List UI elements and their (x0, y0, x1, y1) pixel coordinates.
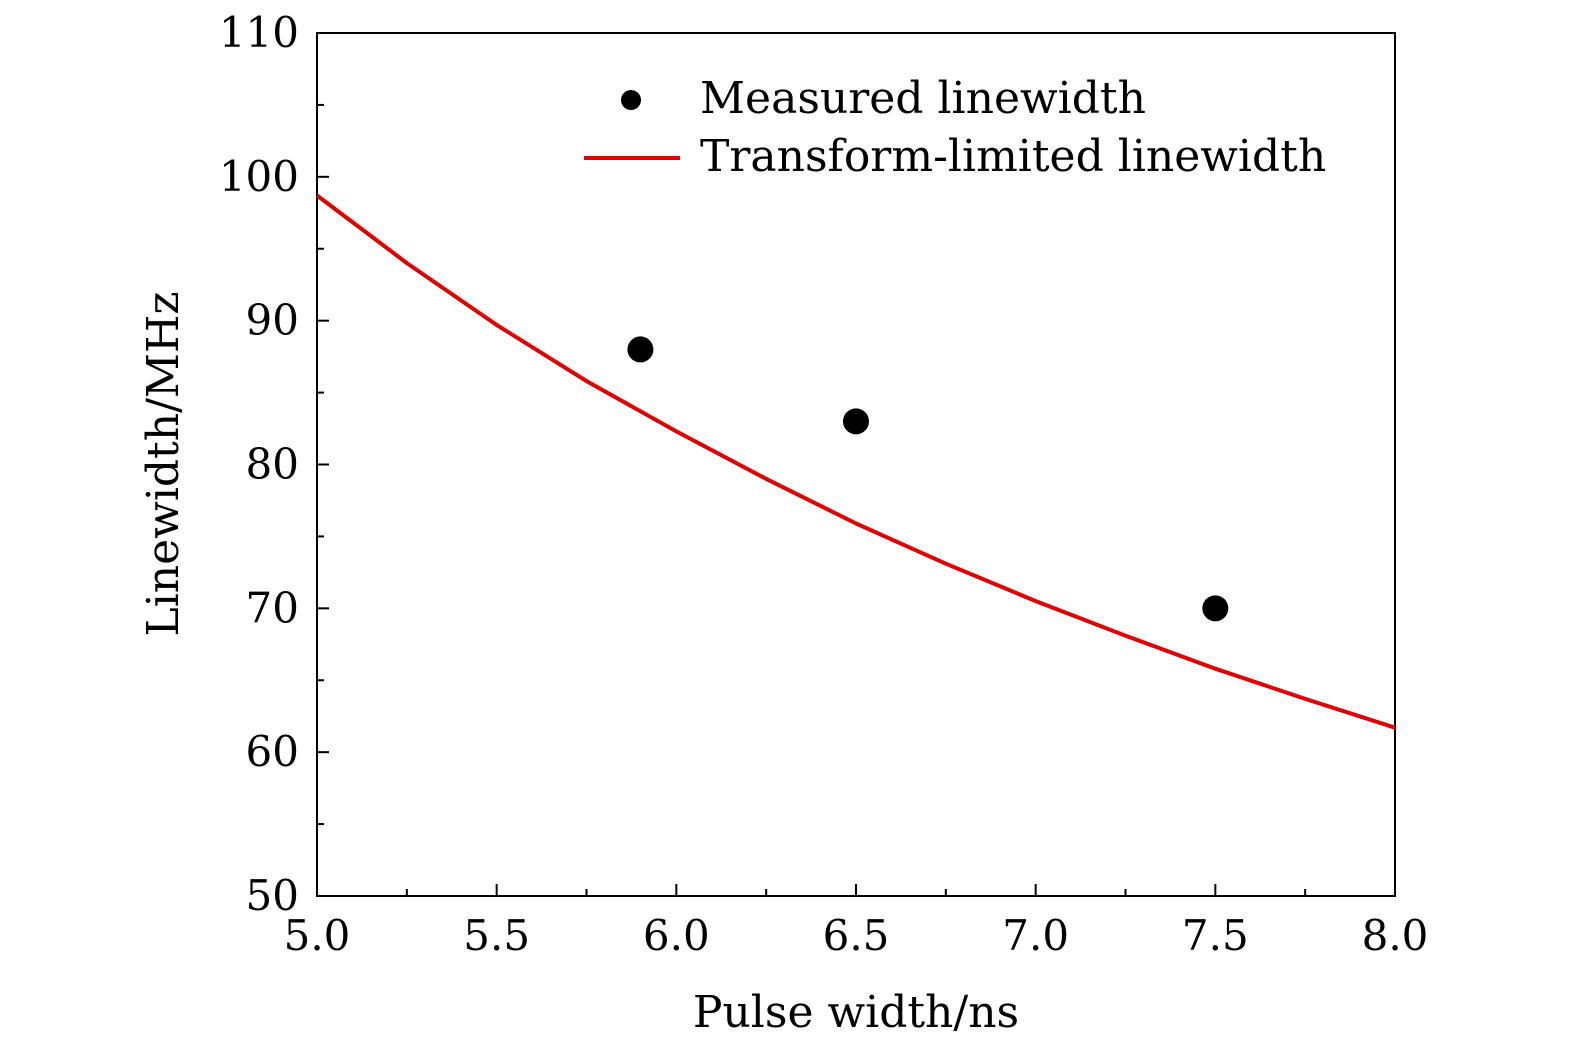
x-axis-ticks (316, 884, 1396, 896)
y-axis-tick-labels: 50 60 70 80 90 100 110 (219, 8, 299, 920)
y-tick-label-3: 80 (246, 440, 299, 489)
x-tick-label-5: 7.5 (1182, 911, 1249, 960)
y-tick-label-2: 70 (246, 583, 299, 632)
x-tick-label-0: 5.0 (284, 911, 351, 960)
y-tick-label-5: 100 (219, 152, 299, 201)
series-line-transform-limited (315, 193, 1396, 730)
x-axis-tick-labels: 5.0 5.5 6.0 6.5 7.0 7.5 8.0 (284, 911, 1429, 960)
y-axis-ticks (317, 32, 329, 897)
x-tick-label-1: 5.5 (463, 911, 530, 960)
y-tick-label-4: 90 (246, 296, 299, 345)
x-axis-label: Pulse width/ns (693, 987, 1019, 1038)
series-layer (315, 193, 1396, 730)
y-axis-label: Linewidth/MHz (138, 291, 189, 636)
y-tick-label-6: 110 (219, 8, 299, 57)
x-tick-label-2: 6.0 (643, 911, 710, 960)
x-tick-label-4: 7.0 (1002, 911, 1069, 960)
legend-marker-measured (621, 90, 641, 110)
x-tick-label-6: 8.0 (1362, 911, 1429, 960)
x-tick-label-3: 6.5 (823, 911, 890, 960)
data-point-measured-1 (843, 408, 869, 435)
legend: Measured linewidth Transform-limited lin… (584, 73, 1326, 182)
legend-label-measured: Measured linewidth (700, 73, 1146, 124)
legend-label-transform-limited: Transform-limited linewidth (700, 131, 1326, 182)
data-point-measured-0 (627, 336, 654, 363)
data-point-measured-2 (1202, 595, 1229, 622)
y-tick-label-1: 60 (246, 727, 299, 776)
y-tick-label-0: 50 (246, 871, 299, 920)
